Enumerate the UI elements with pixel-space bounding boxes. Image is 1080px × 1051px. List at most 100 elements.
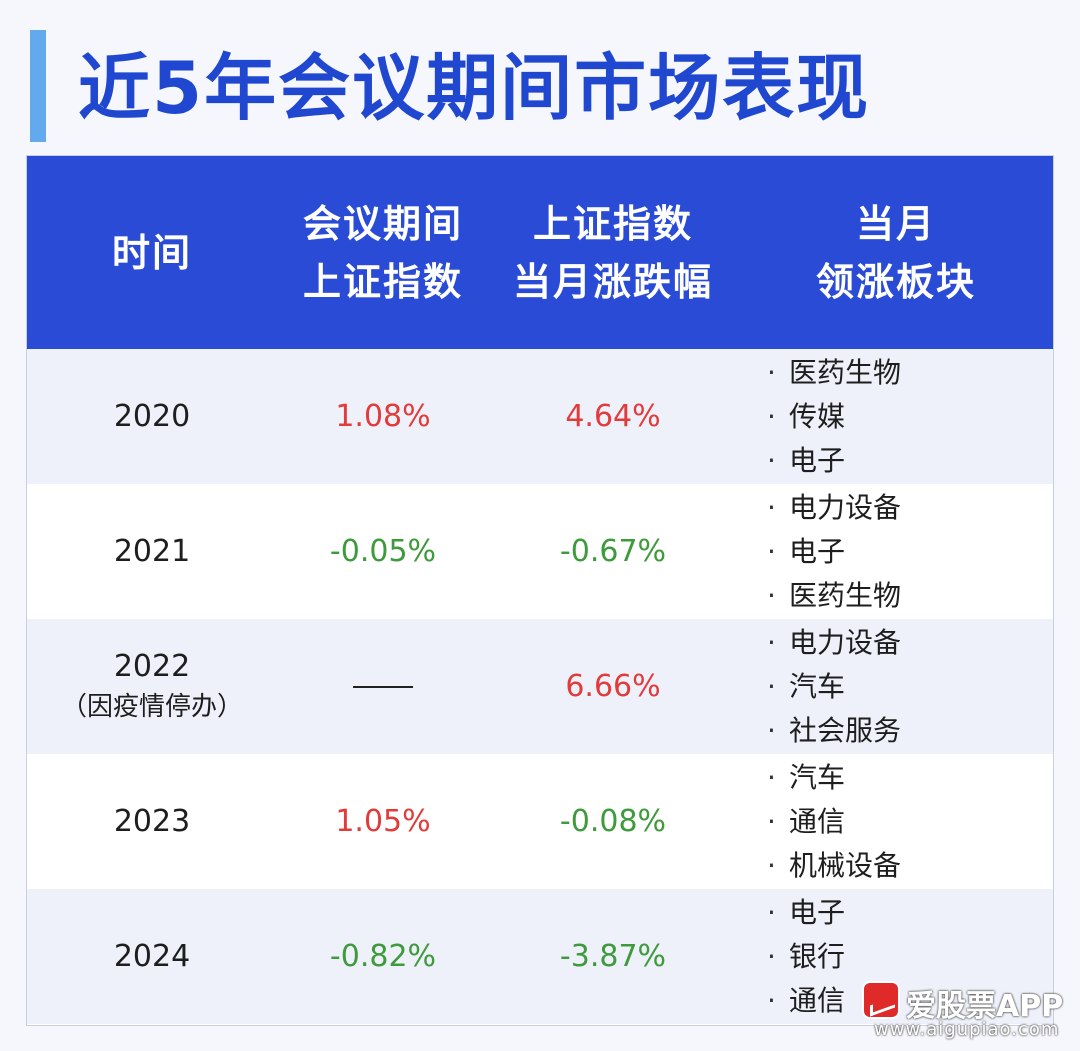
bullet: · xyxy=(767,848,776,882)
bullet: · xyxy=(767,490,776,524)
bullet: · xyxy=(767,983,776,1017)
bullet: · xyxy=(767,625,776,659)
list-item: · 银行 xyxy=(767,935,845,979)
cell-year: 2024 xyxy=(27,889,277,1024)
sector-name: 社会服务 xyxy=(789,713,902,747)
cell-meeting-change: -0.05% xyxy=(277,484,489,619)
list-item: · 汽车 xyxy=(767,756,901,800)
sector-name: 汽车 xyxy=(789,760,846,794)
cell-month-change: 6.66% xyxy=(489,619,737,754)
table-header: 时间 会议期间 上证指数 上证指数 当月涨跌幅 当月 领涨板块 xyxy=(27,156,1053,349)
header-meeting-index-line1: 会议期间 xyxy=(302,201,463,246)
month-change-value: -0.67% xyxy=(559,533,667,569)
cell-month-change: -0.08% xyxy=(489,754,737,889)
meeting-change-value: 1.05% xyxy=(335,803,431,839)
cell-meeting-change: -0.82% xyxy=(277,889,489,1024)
header-leading-sectors-line1: 当月 xyxy=(855,201,936,246)
header-month-change-line2: 当月涨跌幅 xyxy=(512,259,713,304)
table-row: 2021 -0.05% -0.67% · 电力设备 · 电子 · 医药生物 xyxy=(27,484,1053,619)
list-item: · 电力设备 xyxy=(767,621,901,665)
list-item: · 通信 xyxy=(767,979,845,1023)
cell-meeting-change xyxy=(277,619,489,754)
list-item: · 电力设备 xyxy=(767,486,901,530)
cell-meeting-change: 1.08% xyxy=(277,349,489,484)
month-change-value: 6.66% xyxy=(565,668,661,704)
header-month-change-line1: 上证指数 xyxy=(532,201,693,246)
year-note: （因疫情停办） xyxy=(60,691,243,722)
meeting-change-value: -0.82% xyxy=(329,938,437,974)
watermark-url: www.aigupiao.com xyxy=(874,1019,1060,1040)
header-time-label: 时间 xyxy=(111,230,192,275)
sector-name: 电子 xyxy=(789,895,846,929)
watermark: 爱股票APP www.aigupiao.com xyxy=(864,983,1074,1043)
table-row: 2020 1.08% 4.64% · 医药生物 · 传媒 · 电子 xyxy=(27,349,1053,484)
bullet: · xyxy=(767,760,776,794)
cell-year: 2022 （因疫情停办） xyxy=(27,619,277,754)
header-meeting-index: 会议期间 上证指数 xyxy=(277,156,489,349)
sector-name: 银行 xyxy=(789,939,846,973)
month-change-value: 4.64% xyxy=(565,398,661,434)
year-value: 2021 xyxy=(113,533,191,569)
cell-leading-sectors: · 电力设备 · 电子 · 医药生物 xyxy=(767,484,901,619)
cell-year: 2021 xyxy=(27,484,277,619)
brand-logo-icon xyxy=(864,983,898,1017)
cell-year: 2023 xyxy=(27,754,277,889)
month-change-value: -3.87% xyxy=(559,938,667,974)
list-item: · 医药生物 xyxy=(767,574,901,618)
table-row: 2022 （因疫情停办） 6.66% · 电力设备 · 汽车 · 社会服务 xyxy=(27,619,1053,754)
cell-meeting-change: 1.05% xyxy=(277,754,489,889)
meeting-change-value: 1.08% xyxy=(335,398,431,434)
sector-name: 电力设备 xyxy=(789,490,902,524)
watermark-brand: 爱股票APP xyxy=(906,989,1064,1024)
page-title: 近5年会议期间市场表现 xyxy=(78,46,871,130)
sector-name: 电子 xyxy=(789,534,846,568)
bullet: · xyxy=(767,355,776,389)
table-row: 2023 1.05% -0.08% · 汽车 · 通信 · 机械设备 xyxy=(27,754,1053,889)
header-leading-sectors-line2: 领涨板块 xyxy=(815,259,976,304)
header-meeting-index-line2: 上证指数 xyxy=(302,259,463,304)
list-item: · 电子 xyxy=(767,891,845,935)
list-item: · 汽车 xyxy=(767,665,901,709)
sector-name: 通信 xyxy=(789,804,846,838)
bullet: · xyxy=(767,669,776,703)
list-item: · 电子 xyxy=(767,439,901,483)
sector-name: 通信 xyxy=(789,983,846,1017)
title-accent-bar xyxy=(30,30,46,142)
market-performance-table: 时间 会议期间 上证指数 上证指数 当月涨跌幅 当月 领涨板块 2020 1.08… xyxy=(26,155,1054,1026)
sector-name: 传媒 xyxy=(789,399,846,433)
list-item: · 机械设备 xyxy=(767,844,901,888)
bullet: · xyxy=(767,804,776,838)
month-change-value: -0.08% xyxy=(559,803,667,839)
year-value: 2024 xyxy=(113,938,191,974)
bullet: · xyxy=(767,578,776,612)
bullet: · xyxy=(767,443,776,477)
bullet: · xyxy=(767,534,776,568)
sector-name: 汽车 xyxy=(789,669,846,703)
list-item: · 通信 xyxy=(767,800,901,844)
cell-month-change: -0.67% xyxy=(489,484,737,619)
year-value: 2022 xyxy=(113,648,191,684)
sector-name: 医药生物 xyxy=(789,578,902,612)
year-value: 2023 xyxy=(113,803,191,839)
list-item: · 社会服务 xyxy=(767,709,901,753)
cell-leading-sectors: · 电力设备 · 汽车 · 社会服务 xyxy=(767,619,901,754)
list-item: · 电子 xyxy=(767,530,901,574)
year-value: 2020 xyxy=(113,398,191,434)
sector-name: 电力设备 xyxy=(789,625,902,659)
bullet: · xyxy=(767,399,776,433)
cell-leading-sectors: · 汽车 · 通信 · 机械设备 xyxy=(767,754,901,889)
sector-name: 机械设备 xyxy=(789,848,902,882)
bullet: · xyxy=(767,895,776,929)
sector-name: 医药生物 xyxy=(789,355,902,389)
bullet: · xyxy=(767,939,776,973)
sector-name: 电子 xyxy=(789,443,846,477)
list-item: · 医药生物 xyxy=(767,351,901,395)
list-item: · 传媒 xyxy=(767,395,901,439)
cell-month-change: 4.64% xyxy=(489,349,737,484)
cell-leading-sectors: · 医药生物 · 传媒 · 电子 xyxy=(767,349,901,484)
bullet: · xyxy=(767,713,776,747)
header-time: 时间 xyxy=(27,156,277,349)
dash-placeholder xyxy=(353,685,413,688)
header-leading-sectors: 当月 领涨板块 xyxy=(737,156,1055,349)
meeting-change-value: -0.05% xyxy=(329,533,437,569)
